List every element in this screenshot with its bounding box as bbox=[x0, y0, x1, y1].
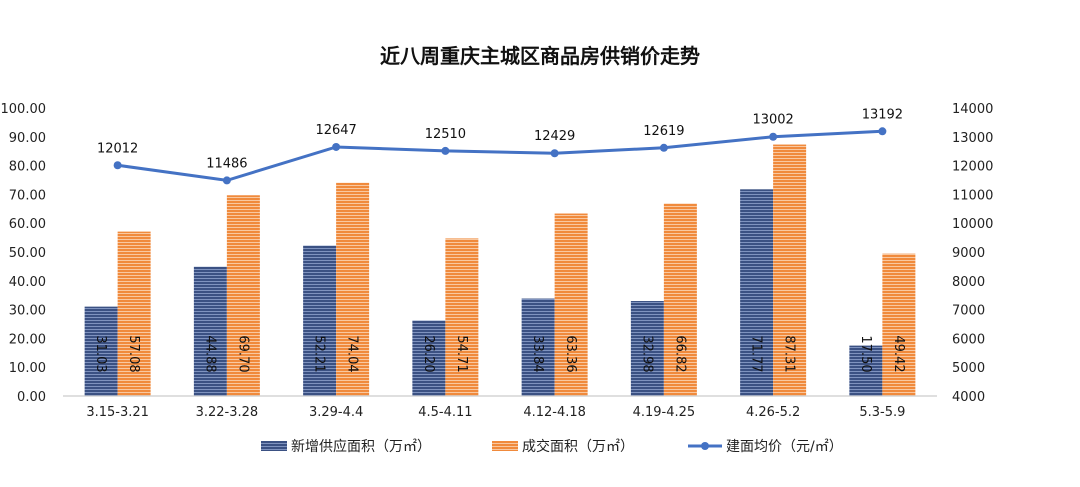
x-axis-tick-label: 5.3-5.9 bbox=[859, 405, 905, 420]
price-point bbox=[550, 149, 559, 158]
supply-bar-label: 26.20 bbox=[421, 335, 436, 372]
price-point-label: 12647 bbox=[315, 123, 356, 138]
sales-bar-label: 69.70 bbox=[235, 335, 250, 372]
sales-bar-label: 87.31 bbox=[782, 335, 797, 372]
left-axis-tick-label: 80.00 bbox=[9, 160, 46, 175]
right-axis-tick-label: 4000 bbox=[952, 390, 985, 405]
left-axis-tick-label: 10.00 bbox=[9, 361, 46, 376]
supply-bar-label: 71.77 bbox=[749, 335, 764, 372]
right-axis-tick-label: 7000 bbox=[952, 304, 985, 319]
legend-swatch-sales bbox=[492, 441, 518, 451]
right-axis-tick-label: 9000 bbox=[952, 246, 985, 261]
legend-label-price: 建面均价（元/㎡） bbox=[726, 439, 843, 455]
x-axis-tick-label: 4.26-5.2 bbox=[746, 405, 800, 420]
supply-bar bbox=[740, 189, 774, 396]
sales-bar-label: 57.08 bbox=[126, 335, 141, 372]
supply-bar-label: 31.03 bbox=[93, 335, 108, 372]
price-point bbox=[878, 127, 887, 136]
x-axis-tick-label: 3.22-3.28 bbox=[196, 405, 259, 420]
x-axis-tick-label: 3.15-3.21 bbox=[86, 405, 149, 420]
price-point bbox=[769, 132, 778, 141]
price-line-group: 12012 11486 12647 12510 12429 12619 13002 13192 bbox=[97, 107, 903, 185]
sales-bar-label: 63.36 bbox=[563, 335, 578, 372]
supply-bar-label: 33.84 bbox=[530, 335, 545, 372]
price-point bbox=[441, 146, 450, 155]
right-axis-tick-label: 12000 bbox=[952, 160, 993, 175]
x-axis-tick-label: 4.5-4.11 bbox=[418, 405, 472, 420]
sales-bar-label: 66.82 bbox=[672, 335, 687, 372]
right-axis-tick-label: 6000 bbox=[952, 332, 985, 347]
price-point-label: 13192 bbox=[862, 107, 903, 122]
left-axis-tick-label: 90.00 bbox=[9, 131, 46, 146]
left-axis-tick-label: 0.00 bbox=[17, 390, 46, 405]
legend-swatch-price-marker bbox=[701, 442, 709, 450]
sales-bar-label: 74.04 bbox=[345, 335, 360, 372]
right-axis-tick-label: 14000 bbox=[952, 102, 993, 117]
price-point bbox=[113, 161, 122, 170]
right-axis-tick-label: 13000 bbox=[952, 131, 993, 146]
supply-bar bbox=[412, 320, 446, 396]
price-point bbox=[222, 176, 231, 185]
price-line bbox=[117, 129, 883, 182]
supply-bar-label: 32.98 bbox=[639, 335, 654, 372]
price-point-label: 13002 bbox=[752, 113, 793, 128]
x-axis-tick-label: 3.29-4.4 bbox=[309, 405, 363, 420]
sales-bar bbox=[226, 195, 260, 396]
right-axis-tick-label: 10000 bbox=[952, 217, 993, 232]
left-axis-tick-label: 50.00 bbox=[9, 246, 46, 261]
chart-title: 近八周重庆主城区商品房供销价走势 bbox=[380, 44, 700, 68]
supply-bar bbox=[193, 266, 227, 396]
supply-bar-label: 52.21 bbox=[312, 335, 327, 372]
sales-bar-label: 54.71 bbox=[454, 335, 469, 372]
right-axis-tick-label: 5000 bbox=[952, 361, 985, 376]
sales-bar bbox=[445, 238, 479, 396]
sales-bar bbox=[663, 203, 697, 396]
right-axis-tick-label: 11000 bbox=[952, 188, 993, 203]
left-axis-tick-label: 70.00 bbox=[9, 188, 46, 203]
legend-label-sales: 成交面积（万㎡） bbox=[522, 438, 634, 455]
sales-bar bbox=[773, 144, 807, 396]
price-point-label: 12619 bbox=[643, 124, 684, 139]
supply-bar bbox=[303, 245, 337, 396]
price-point bbox=[332, 142, 341, 151]
x-axis-tick-label: 4.19-4.25 bbox=[633, 405, 696, 420]
sales-bar bbox=[554, 213, 588, 396]
legend: 新增供应面积（万㎡） 成交面积（万㎡） 建面均价（元/㎡） bbox=[261, 438, 843, 455]
x-axis-tick-label: 4.12-4.18 bbox=[523, 405, 586, 420]
supply-bar bbox=[521, 298, 555, 396]
left-axis: 0.00 10.00 20.00 30.00 40.00 50.00 60.00 70.00 8… bbox=[1, 102, 47, 405]
supply-bar bbox=[84, 306, 118, 396]
supply-bar bbox=[630, 301, 664, 396]
price-point-label: 11486 bbox=[206, 156, 247, 171]
left-axis-tick-label: 60.00 bbox=[9, 217, 46, 232]
sales-bar bbox=[882, 253, 916, 396]
legend-label-supply: 新增供应面积（万㎡） bbox=[291, 438, 431, 455]
price-point bbox=[659, 143, 668, 152]
supply-bar bbox=[849, 345, 883, 396]
sales-bar-label: 49.42 bbox=[891, 335, 906, 372]
left-axis-tick-label: 40.00 bbox=[9, 275, 46, 290]
price-point-label: 12510 bbox=[425, 127, 466, 142]
legend-swatch-supply bbox=[261, 441, 287, 451]
left-axis-tick-label: 30.00 bbox=[9, 304, 46, 319]
left-axis-tick-label: 20.00 bbox=[9, 332, 46, 347]
supply-bar-label: 17.50 bbox=[858, 335, 873, 372]
right-axis-tick-label: 8000 bbox=[952, 275, 985, 290]
bars-group: 31.03 44.88 52.21 26.20 33.84 32.98 71.77 17.50… bbox=[84, 144, 916, 396]
price-point-label: 12429 bbox=[534, 129, 575, 144]
sales-bar bbox=[117, 231, 151, 396]
left-axis-tick-label: 100.00 bbox=[1, 102, 47, 117]
x-axis: 3.15-3.21 3.22-3.28 3.29-4.4 4.5-4.11 4.12-4… bbox=[63, 395, 937, 420]
sales-bar bbox=[336, 182, 370, 396]
supply-bar-label: 44.88 bbox=[202, 335, 217, 372]
price-point-label: 12012 bbox=[97, 141, 138, 156]
right-axis: 4000 5000 6000 7000 8000 9000 10000 11000 12000 1… bbox=[952, 102, 993, 405]
